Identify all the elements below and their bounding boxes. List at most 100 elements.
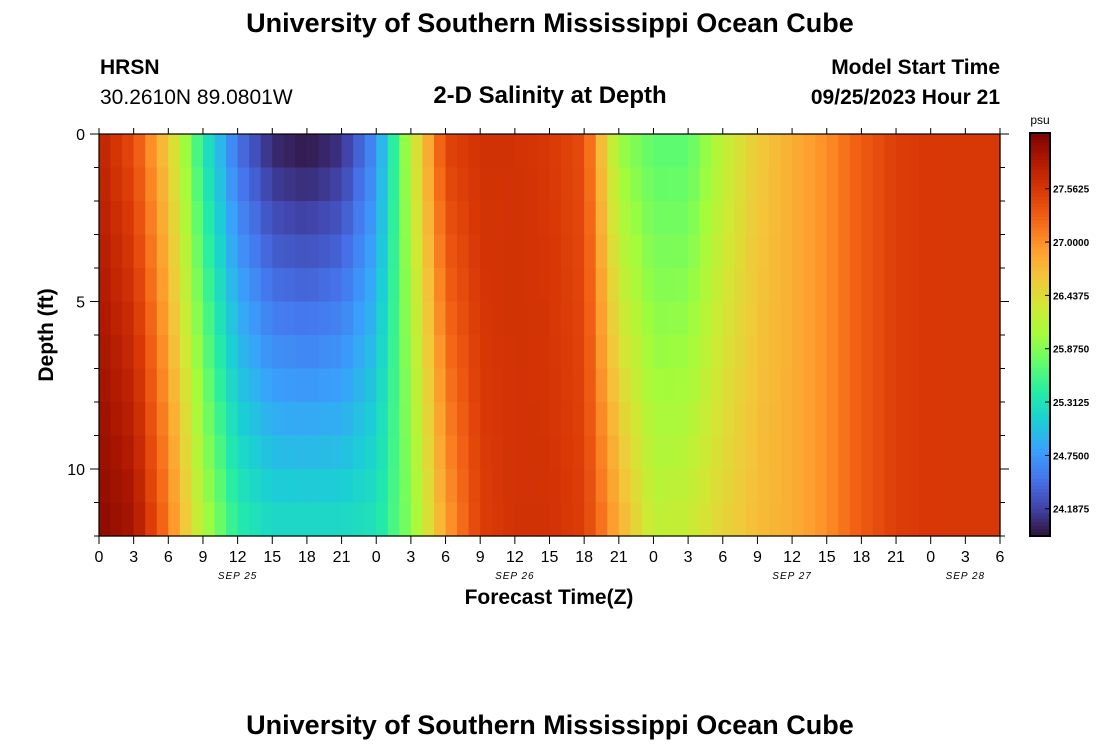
heatmap-cell: [526, 368, 539, 403]
heatmap-cell: [318, 402, 331, 437]
x-tick-label: 9: [199, 549, 208, 566]
heatmap-cell: [202, 502, 216, 537]
heatmap-cell: [249, 167, 262, 202]
heatmap-cell: [295, 134, 308, 169]
heatmap-cell: [399, 134, 412, 169]
heatmap-cell: [607, 167, 620, 202]
colorbar-segment: [1030, 314, 1050, 319]
heatmap-cell: [283, 402, 296, 437]
heatmap-cell: [653, 268, 666, 303]
heatmap-cell: [341, 301, 354, 336]
heatmap-cell: [919, 402, 932, 437]
heatmap-cell: [976, 201, 990, 236]
heatmap-cell: [503, 402, 516, 437]
heatmap-cell: [422, 134, 435, 169]
heatmap-cell: [433, 234, 447, 269]
heatmap-cell: [549, 368, 562, 403]
heatmap-cell: [226, 469, 239, 504]
heatmap-cell: [699, 201, 712, 236]
colorbar-segment: [1030, 519, 1050, 524]
heatmap-cell: [202, 469, 216, 504]
heatmap-cell: [976, 268, 990, 303]
heatmap-cell: [526, 167, 539, 202]
heatmap-cell: [653, 134, 666, 169]
heatmap-cell: [387, 301, 400, 336]
heatmap-cell: [353, 301, 366, 336]
heatmap-cell: [861, 167, 874, 202]
heatmap-cell: [930, 134, 943, 169]
heatmap-cell: [780, 469, 793, 504]
heatmap-cell: [965, 167, 978, 202]
heatmap-cell: [168, 301, 181, 336]
heatmap-cell: [191, 368, 204, 403]
heatmap-cell: [237, 234, 250, 269]
heatmap-cell: [202, 368, 216, 403]
heatmap-cell: [872, 167, 886, 202]
heatmap-cell: [537, 268, 551, 303]
heatmap-cell: [976, 301, 990, 336]
heatmap-cell: [156, 435, 169, 470]
heatmap-cell: [341, 234, 354, 269]
heatmap-cell: [179, 167, 193, 202]
heatmap-cell: [780, 167, 793, 202]
heatmap-cell: [249, 502, 262, 537]
heatmap-cell: [838, 335, 851, 370]
heatmap-cell: [341, 201, 354, 236]
colorbar-segment: [1030, 284, 1050, 288]
heatmap-cell: [237, 402, 250, 437]
colorbar-segment: [1030, 233, 1050, 238]
heatmap-cell: [99, 469, 112, 504]
heatmap-cell: [272, 402, 285, 437]
heatmap-cell: [745, 368, 759, 403]
heatmap-cell: [792, 502, 805, 537]
heatmap-cell: [572, 167, 585, 202]
heatmap-cell: [919, 167, 932, 202]
heatmap-cell: [156, 301, 169, 336]
heatmap-cell: [676, 435, 689, 470]
heatmap-cell: [110, 402, 123, 437]
heatmap-cell: [422, 167, 435, 202]
heatmap-cell: [607, 435, 620, 470]
heatmap-cell: [260, 502, 273, 537]
heatmap-cell: [884, 502, 897, 537]
heatmap-cell: [364, 268, 377, 303]
heatmap-cell: [641, 167, 655, 202]
heatmap-cell: [618, 335, 631, 370]
heatmap-cell: [272, 335, 285, 370]
heatmap-cell: [884, 268, 897, 303]
heatmap-cell: [976, 502, 990, 537]
heatmap-cell: [306, 469, 320, 504]
heatmap-cell: [110, 268, 123, 303]
colorbar-segment: [1030, 361, 1050, 366]
heatmap-cell: [896, 368, 909, 403]
colorbar-segment: [1030, 408, 1050, 413]
heatmap-cell: [699, 469, 712, 504]
heatmap-cell: [226, 368, 239, 403]
heatmap-cell: [445, 469, 458, 504]
heatmap-cell: [330, 167, 343, 202]
heatmap-cell: [826, 301, 839, 336]
colorbar-segment: [1030, 250, 1050, 255]
heatmap-cell: [757, 234, 770, 269]
heatmap-cell: [618, 402, 631, 437]
heatmap-cell: [306, 402, 320, 437]
heatmap-cell: [364, 469, 377, 504]
heatmap-cell: [503, 335, 516, 370]
heatmap-cell: [341, 167, 354, 202]
colorbar-segment: [1030, 287, 1050, 292]
heatmap-cell: [237, 435, 250, 470]
heatmap-cell: [641, 301, 655, 336]
heatmap-cell: [145, 435, 158, 470]
heatmap-cell: [618, 167, 631, 202]
heatmap-cell: [249, 368, 262, 403]
heatmap-cell: [110, 502, 123, 537]
heatmap-cell: [168, 134, 181, 169]
heatmap-cell: [491, 335, 504, 370]
heatmap-cell: [838, 268, 851, 303]
heatmap-cell: [156, 234, 169, 269]
heatmap-cell: [537, 335, 551, 370]
heatmap-cell: [330, 234, 343, 269]
heatmap-cell: [618, 301, 631, 336]
heatmap-cell: [792, 469, 805, 504]
heatmap-cell: [260, 435, 273, 470]
